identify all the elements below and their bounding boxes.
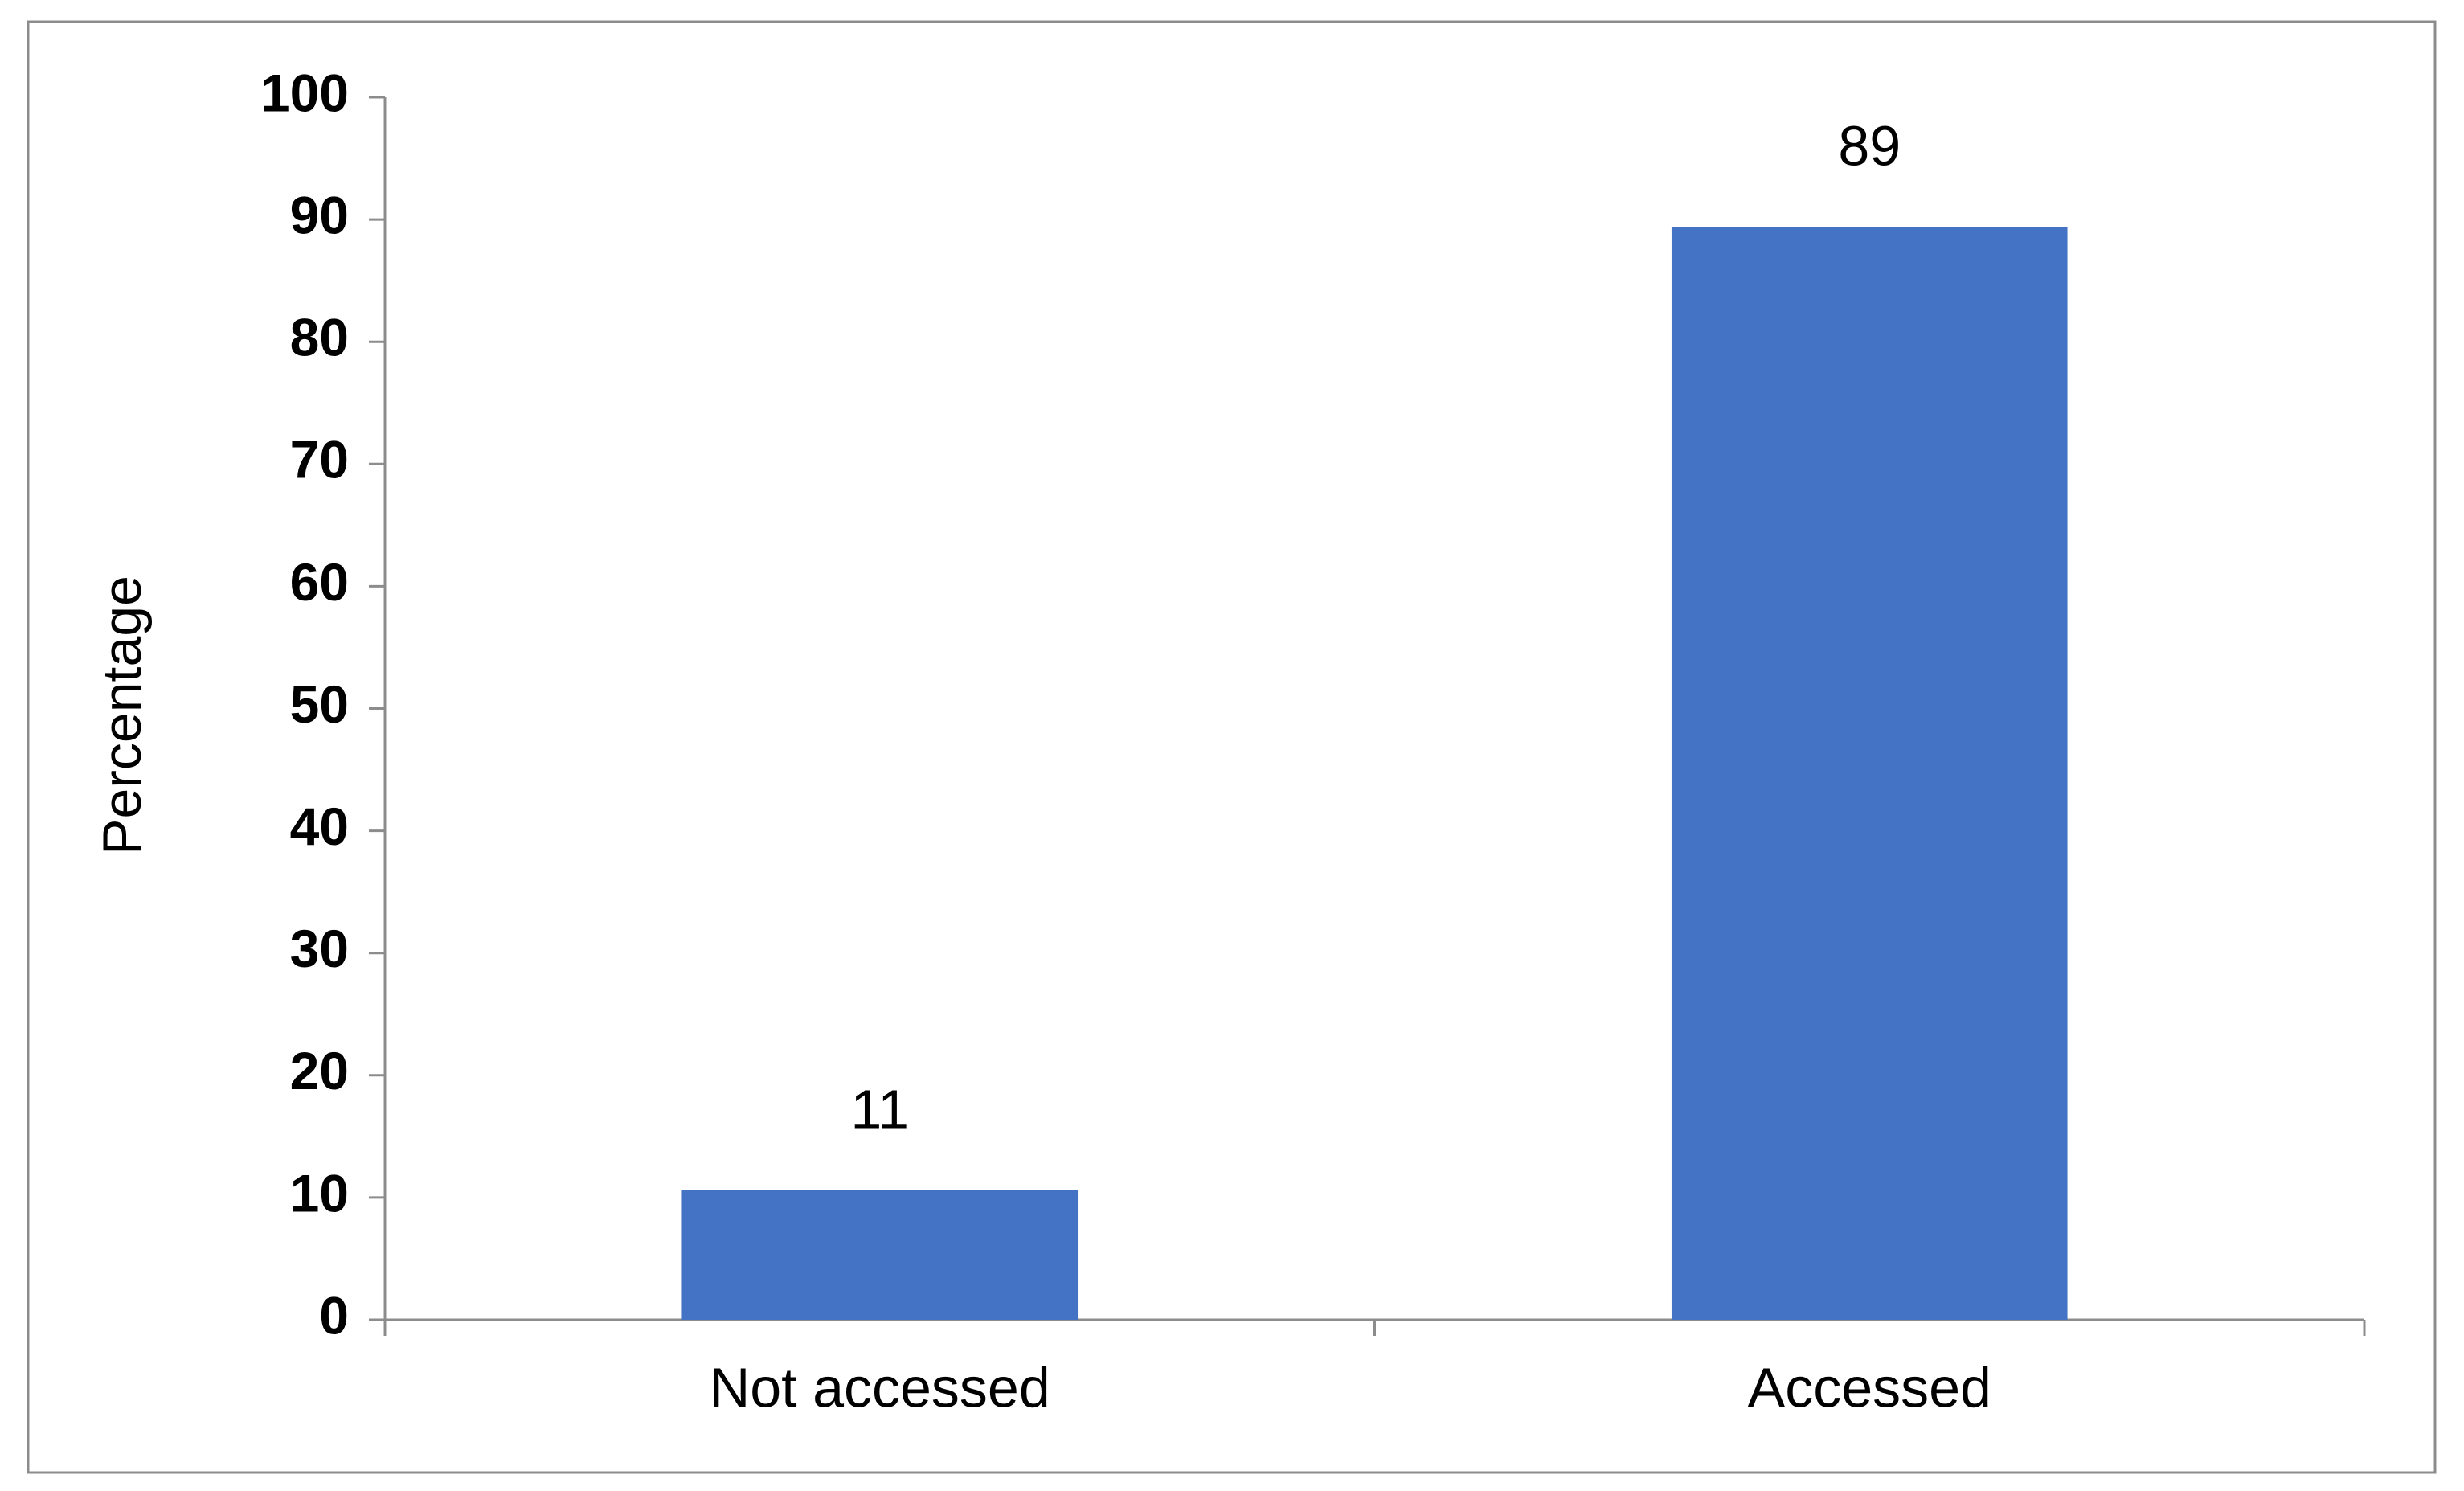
y-tick-label: 100	[260, 63, 349, 122]
y-tick-label: 40	[290, 797, 349, 856]
data-label: 11	[850, 1078, 909, 1141]
y-tick-label: 0	[319, 1285, 349, 1345]
y-tick-label: 60	[290, 552, 349, 612]
y-tick-label: 50	[290, 674, 349, 734]
y-tick-label: 10	[290, 1163, 349, 1223]
data-label: 89	[1838, 115, 1901, 178]
x-tick-label: Accessed	[1748, 1356, 1991, 1419]
y-tick-label: 90	[290, 186, 349, 245]
y-tick-label: 70	[290, 430, 349, 489]
y-tick-label: 80	[290, 308, 349, 367]
y-axis-title: Percentage	[92, 576, 153, 855]
y-tick-label: 20	[290, 1041, 349, 1100]
chart-border	[27, 20, 2437, 1474]
y-tick-label: 30	[290, 919, 349, 978]
bar	[1671, 227, 2068, 1320]
bar	[681, 1190, 1079, 1320]
x-tick-label: Not accessed	[710, 1356, 1050, 1419]
